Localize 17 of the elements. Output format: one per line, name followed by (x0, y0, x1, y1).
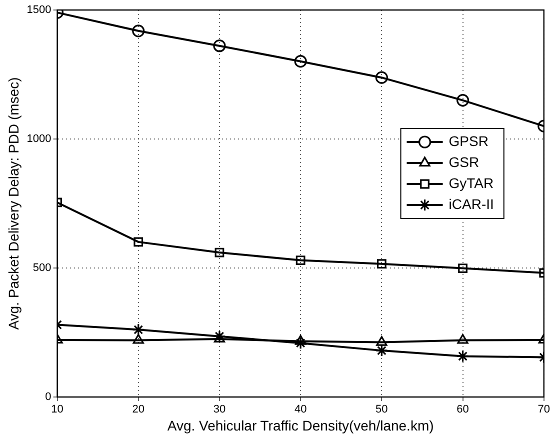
y-tick-label: 1500 (26, 4, 52, 16)
legend-label: GyTAR (448, 174, 494, 191)
legend-label: GSR (448, 154, 480, 170)
legend-label: GPSR (448, 132, 488, 149)
x-tick-label: 20 (132, 404, 144, 416)
x-tick-label: 50 (376, 404, 388, 416)
x-axis-title: Avg. Vehicular Traffic Density(veh/lane.km) (167, 417, 434, 434)
legend-label: iCAR-II (448, 196, 494, 212)
y-tick-label: 500 (32, 262, 52, 274)
y-tick-label: 0 (45, 391, 52, 404)
x-tick-label: 60 (456, 404, 469, 416)
y-axis-title: Avg. Packet Delivery Delay: PDD (msec) (5, 77, 22, 330)
x-tick-label: 40 (294, 404, 307, 416)
x-tick-label: 30 (213, 404, 226, 416)
y-tick-label: 1000 (26, 133, 52, 146)
x-tick-label: 10 (51, 404, 64, 416)
x-tick-label: 70 (538, 404, 550, 416)
